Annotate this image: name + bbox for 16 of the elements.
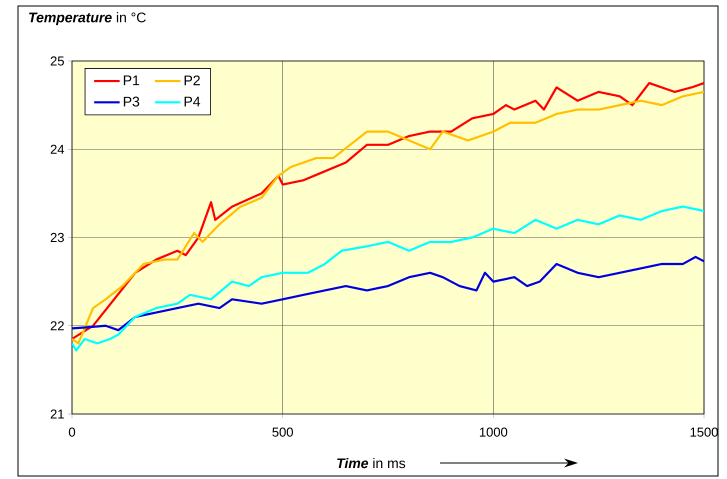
y-tick-label: 24	[50, 144, 64, 154]
legend-label: P2	[184, 75, 200, 86]
y-tick-label: 21	[50, 409, 64, 419]
x-tick-label: 1500	[690, 428, 718, 437]
legend-label: P1	[124, 76, 140, 86]
y-tick-label: 22	[50, 321, 64, 330]
x-axis-title: Time in ms	[337, 458, 406, 468]
y-axis-title: Temperature in °C	[29, 12, 146, 26]
y-tick-label: 25	[50, 56, 64, 66]
x-tick-label: 1000	[480, 428, 508, 437]
x-tick-label: 500	[272, 428, 293, 437]
x-tick-label: 0	[68, 428, 76, 437]
line-series	[72, 206, 704, 352]
legend-label: P3	[124, 96, 140, 107]
y-tick-label: 23	[50, 232, 64, 242]
legend-label: P4	[184, 96, 200, 106]
